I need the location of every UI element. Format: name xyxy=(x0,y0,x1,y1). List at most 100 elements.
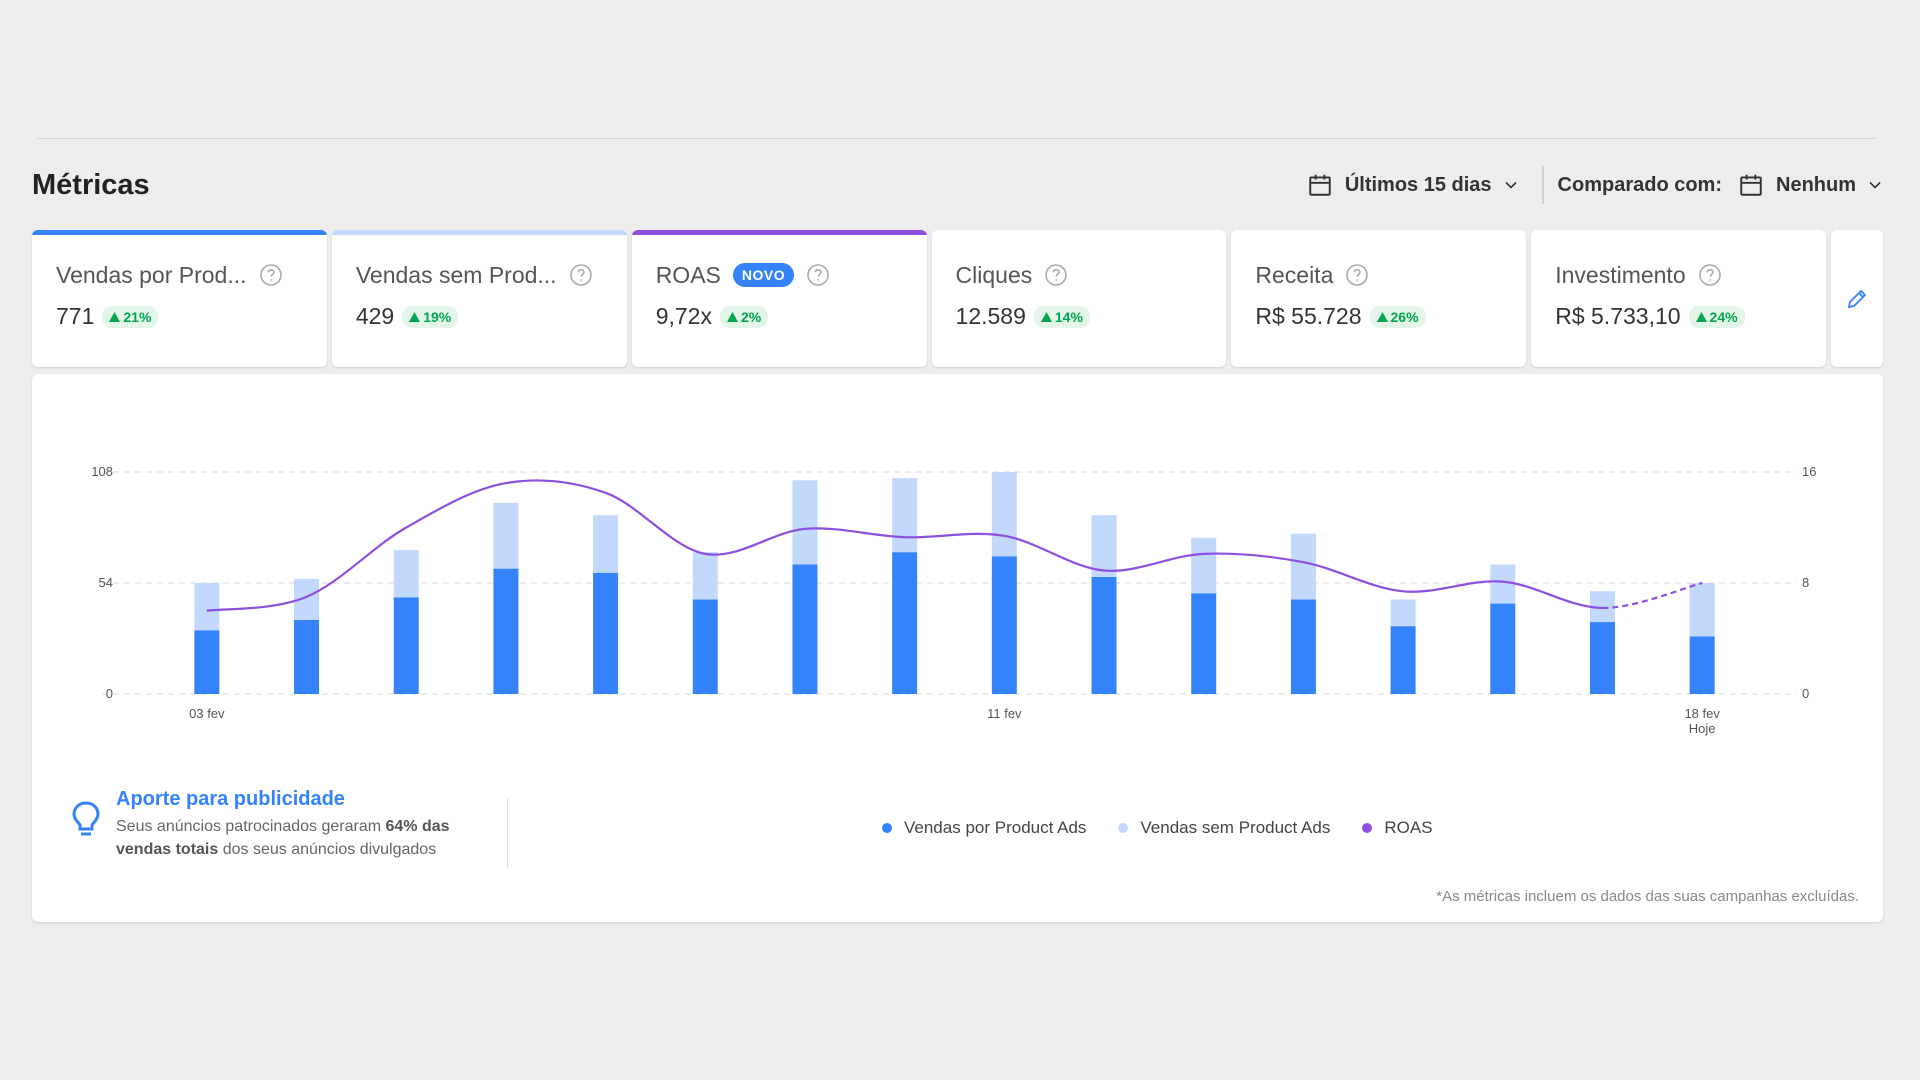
legend-label: Vendas por Product Ads xyxy=(904,818,1087,837)
delta-badge: 24% xyxy=(1688,305,1745,328)
card-title-row: Cliques xyxy=(956,258,1227,292)
top-divider xyxy=(37,138,1877,139)
bar-product-ads xyxy=(792,564,818,694)
card-title-row: Receita xyxy=(1255,258,1526,292)
card-value-row: 9,72x 2% xyxy=(656,303,927,330)
metric-card[interactable]: ROAS NOVO 9,72x 2% xyxy=(631,230,927,367)
arrow-up-icon xyxy=(409,311,421,322)
card-value: R$ 55.728 xyxy=(1255,303,1362,329)
bar-product-ads xyxy=(194,630,220,694)
metric-card[interactable]: Vendas por Prod... 771 21% xyxy=(32,230,327,367)
card-title: Investimento xyxy=(1555,261,1686,288)
help-circle-icon[interactable] xyxy=(1698,263,1722,287)
delta-value: 14% xyxy=(1054,308,1083,325)
bar-sem-product-ads xyxy=(1290,533,1316,600)
metric-cards: Vendas por Prod... 771 21% Vendas sem Prod.… xyxy=(32,230,1884,367)
insight-title[interactable]: Aporte para publicidade xyxy=(116,788,345,810)
date-range-label: Últimos 15 dias xyxy=(1344,173,1492,196)
metric-card[interactable]: Receita R$ 55.728 26% xyxy=(1231,230,1527,367)
y-tick-label-right: 8 xyxy=(1802,575,1809,590)
legend-dot xyxy=(1118,823,1129,833)
delta-badge: 19% xyxy=(402,305,459,328)
bar-sem-product-ads xyxy=(991,472,1017,557)
legend-dot xyxy=(882,823,892,833)
page-title: Métricas xyxy=(32,168,150,201)
bar-product-ads xyxy=(1191,593,1217,694)
bar-sem-product-ads xyxy=(1191,537,1217,594)
compare-label: Comparado com: xyxy=(1557,173,1722,196)
chevron-down-icon xyxy=(1869,181,1881,189)
y-tick-label-right: 16 xyxy=(1802,464,1816,479)
y-tick-label-left: 0 xyxy=(106,686,113,701)
date-range-dropdown[interactable]: Últimos 15 dias xyxy=(1307,166,1544,204)
bar-sem-product-ads xyxy=(593,515,619,573)
bar-sem-product-ads xyxy=(1689,583,1715,637)
delta-value: 19% xyxy=(423,308,452,325)
legend-item-product-ads[interactable]: Vendas por Product Ads xyxy=(882,818,1086,838)
help-circle-icon[interactable] xyxy=(569,263,593,287)
help-circle-icon[interactable] xyxy=(806,263,830,287)
metric-card[interactable]: Cliques 12.589 14% xyxy=(931,230,1227,367)
compare-dropdown[interactable]: Comparado com: Nenhum xyxy=(1544,172,1882,198)
arrow-up-icon xyxy=(1040,311,1052,322)
delta-badge: 2% xyxy=(719,305,769,328)
card-value-row: R$ 5.733,10 24% xyxy=(1555,303,1826,330)
roas-line-partial xyxy=(1602,581,1703,610)
card-selected-bar xyxy=(331,230,627,235)
bar-sem-product-ads xyxy=(792,480,818,565)
card-selected-bar xyxy=(631,230,927,235)
bar-product-ads xyxy=(1689,636,1715,694)
card-value-row: 12.589 14% xyxy=(956,303,1227,330)
chart-panel: 0 0 54 8 108 16 03 fev 11 fev 18 fev Hoje Aporte … xyxy=(32,374,1883,922)
delta-badge: 21% xyxy=(102,305,159,328)
card-value: 429 xyxy=(355,303,395,329)
bar-sem-product-ads xyxy=(892,478,918,553)
metric-card[interactable]: Investimento R$ 5.733,10 24% xyxy=(1531,230,1827,367)
insight-divider xyxy=(507,798,508,868)
legend-item-roas[interactable]: ROAS xyxy=(1362,818,1433,838)
bar-product-ads xyxy=(1390,626,1416,694)
card-title-row: Investimento xyxy=(1555,258,1826,292)
help-circle-icon[interactable] xyxy=(1044,263,1068,287)
card-title: Vendas sem Prod... xyxy=(355,261,557,288)
lightbulb-icon xyxy=(72,801,100,836)
card-title-row: Vendas por Prod... xyxy=(56,258,327,292)
legend-dot xyxy=(1362,823,1373,833)
bar-sem-product-ads xyxy=(393,550,419,598)
card-value: R$ 5.733,10 xyxy=(1555,303,1681,329)
insight-box: Aporte para publicidade Seus anúncios pa… xyxy=(70,788,470,861)
insight-text: Seus anúncios patrocinados geraram 64% d… xyxy=(116,815,466,861)
y-tick-label-left: 54 xyxy=(99,575,113,590)
card-value-row: 771 21% xyxy=(56,303,327,330)
bar-product-ads xyxy=(991,556,1017,694)
footnote: *As métricas incluem os dados das suas c… xyxy=(1436,888,1859,905)
bar-sem-product-ads xyxy=(493,502,519,569)
y-tick-label-left: 108 xyxy=(91,464,113,479)
delta-value: 2% xyxy=(740,308,762,325)
calendar-icon xyxy=(1740,174,1762,196)
arrow-up-icon xyxy=(109,311,121,322)
header-filters: Últimos 15 dias Comparado com: Nenhum xyxy=(1307,160,1882,210)
card-value-row: 429 19% xyxy=(356,303,627,330)
card-selected-bar xyxy=(32,230,327,235)
delta-badge: 14% xyxy=(1033,305,1090,328)
edit-metrics-button[interactable] xyxy=(1831,230,1884,367)
bar-sem-product-ads xyxy=(194,583,220,631)
bar-sem-product-ads xyxy=(1490,564,1516,604)
new-badge: NOVO xyxy=(732,263,795,287)
bar-sem-product-ads xyxy=(1091,515,1117,577)
card-title: Cliques xyxy=(955,261,1033,288)
bar-product-ads xyxy=(294,620,320,694)
x-tick-sublabel: Hoje xyxy=(1689,721,1716,736)
insight-text-after: dos seus anúncios divulgados xyxy=(222,841,437,858)
legend-item-sem-product-ads[interactable]: Vendas sem Product Ads xyxy=(1118,818,1330,838)
metric-card[interactable]: Vendas sem Prod... 429 19% xyxy=(331,230,627,367)
chevron-down-icon xyxy=(1504,181,1517,189)
bar-product-ads xyxy=(692,599,718,694)
card-title-row: ROAS NOVO xyxy=(656,258,927,292)
help-circle-icon[interactable] xyxy=(259,263,283,287)
bar-product-ads xyxy=(593,572,619,694)
help-circle-icon[interactable] xyxy=(1345,263,1369,287)
metrics-header: Métricas Últimos 15 dias Comparado com: … xyxy=(32,160,1882,210)
